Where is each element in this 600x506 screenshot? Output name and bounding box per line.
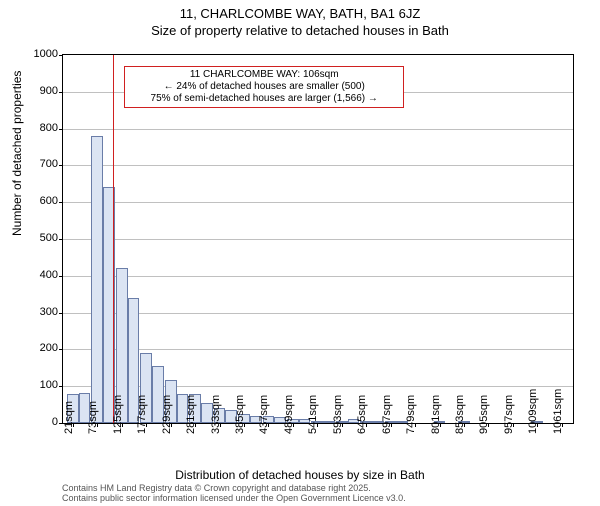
gridline	[63, 129, 573, 130]
ytick-label: 600	[18, 195, 58, 207]
gridline	[63, 349, 573, 350]
x-axis-label: Distribution of detached houses by size …	[0, 468, 600, 482]
gridline	[63, 202, 573, 203]
ytick-mark	[59, 386, 63, 387]
ytick-label: 900	[18, 85, 58, 97]
footer-line-2: Contains public sector information licen…	[62, 494, 406, 504]
bar	[91, 136, 103, 423]
callout-line: ← 24% of detached houses are smaller (50…	[129, 81, 399, 93]
callout-box: 11 CHARLCOMBE WAY: 106sqm← 24% of detach…	[124, 66, 404, 108]
ytick-label: 400	[18, 269, 58, 281]
ytick-label: 200	[18, 342, 58, 354]
ytick-label: 700	[18, 158, 58, 170]
ytick-label: 1000	[18, 48, 58, 60]
ytick-mark	[59, 55, 63, 56]
ytick-mark	[59, 276, 63, 277]
chart-container: 11, CHARLCOMBE WAY, BATH, BA1 6JZ Size o…	[0, 6, 600, 506]
gridline	[63, 276, 573, 277]
chart-subtitle: Size of property relative to detached ho…	[0, 23, 600, 38]
ytick-mark	[59, 239, 63, 240]
ytick-label: 800	[18, 122, 58, 134]
ytick-mark	[59, 165, 63, 166]
gridline	[63, 165, 573, 166]
gridline	[63, 239, 573, 240]
plot-area: 11 CHARLCOMBE WAY: 106sqm← 24% of detach…	[62, 54, 574, 424]
chart-title: 11, CHARLCOMBE WAY, BATH, BA1 6JZ	[0, 6, 600, 21]
gridline	[63, 313, 573, 314]
ytick-label: 0	[18, 416, 58, 428]
ytick-label: 500	[18, 232, 58, 244]
ytick-label: 100	[18, 379, 58, 391]
ytick-mark	[59, 349, 63, 350]
callout-line: 11 CHARLCOMBE WAY: 106sqm	[129, 69, 399, 81]
callout-line: 75% of semi-detached houses are larger (…	[129, 93, 399, 105]
reference-line	[113, 55, 114, 423]
ytick-mark	[59, 92, 63, 93]
ytick-mark	[59, 313, 63, 314]
ytick-label: 300	[18, 306, 58, 318]
footer-attribution: Contains HM Land Registry data © Crown c…	[62, 484, 406, 504]
ytick-mark	[59, 129, 63, 130]
ytick-mark	[59, 202, 63, 203]
